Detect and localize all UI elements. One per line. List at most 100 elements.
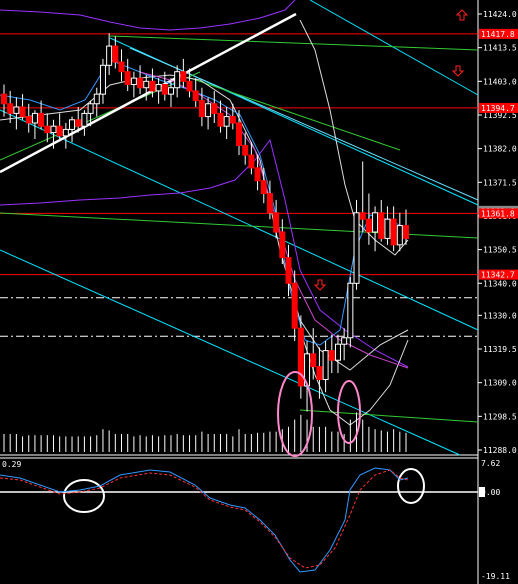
candle-body <box>124 71 131 86</box>
candle-body <box>396 225 403 246</box>
candle-body <box>137 77 144 89</box>
arrow-up-icon <box>455 9 469 21</box>
candle-body <box>81 112 88 127</box>
channel-line-green-1 <box>109 35 479 51</box>
candle-body <box>390 218 397 246</box>
price-axis-tick-label: 11371.5 <box>483 178 517 187</box>
candle-body <box>223 116 230 127</box>
candle-body <box>403 225 409 239</box>
price-axis-tick-label: 11392.5 <box>483 111 517 120</box>
indicator-zero-label: 0.00 <box>481 488 500 497</box>
candle-body <box>198 100 205 118</box>
candle-body <box>254 167 261 182</box>
price-axis: 11424.0 11413.5 11403.0 11392.5 11382.0 11371… <box>478 10 517 455</box>
candle-body <box>25 116 32 124</box>
candle-body <box>365 218 372 233</box>
candle-body <box>205 103 212 118</box>
candle-body <box>211 103 218 114</box>
indicator-zero-tag <box>479 487 485 497</box>
channel-line-cyan-5 <box>129 47 479 201</box>
candle-body <box>285 257 292 284</box>
candle-body <box>180 71 187 82</box>
horizontal-levels <box>0 33 478 337</box>
candle-body <box>378 212 385 239</box>
candle-body <box>353 212 360 284</box>
indicator-signal-line <box>0 469 409 569</box>
candle-body <box>186 80 193 92</box>
price-axis-tick-label: 11319.5 <box>483 345 517 354</box>
annotation-ellipse-volume-2 <box>337 380 361 444</box>
indicator-max-label: 7.62 <box>481 459 500 468</box>
candle-body <box>372 212 379 233</box>
price-axis-tick-label: 11350.5 <box>483 246 517 255</box>
annotation-ellipse-indicator-left <box>63 479 105 513</box>
candle-body <box>118 61 125 73</box>
band-upper-purple <box>0 0 296 31</box>
channel-line-cyan-1 <box>309 0 479 96</box>
candle-body <box>161 84 168 95</box>
candle-body <box>106 45 113 66</box>
band-lower-purple <box>0 138 409 368</box>
candle-body <box>155 84 162 92</box>
candle-body <box>130 77 137 86</box>
candle-body <box>322 350 329 380</box>
volume-bars <box>3 412 407 452</box>
candle-body <box>7 103 14 114</box>
ma-blue <box>0 59 409 346</box>
candle-body <box>174 71 181 89</box>
candle-body <box>316 366 323 380</box>
candle-body <box>273 212 280 233</box>
candle-body <box>69 119 76 130</box>
candles <box>1 33 409 412</box>
price-axis-tick-label: 11340.0 <box>483 279 517 288</box>
candle-body <box>248 154 255 169</box>
candle-body <box>87 103 94 114</box>
candle-body <box>62 128 69 137</box>
candle-body <box>149 80 156 92</box>
annotation-ellipse-indicator-right <box>397 468 425 504</box>
price-tag <box>479 102 518 113</box>
trendline-white[interactable] <box>0 12 297 174</box>
candle-body <box>44 125 51 134</box>
price-tag <box>479 28 518 39</box>
indicator-min-label: -19.11 <box>481 572 510 581</box>
candle-body <box>112 45 119 63</box>
candle-body <box>297 327 304 387</box>
candle-body <box>334 343 341 361</box>
price-axis-tick-label: 11330.0 <box>483 311 517 320</box>
candle-body <box>229 116 236 124</box>
candle-body <box>328 350 335 361</box>
candle-body <box>99 64 106 95</box>
candle-body <box>359 212 366 220</box>
price-axis-tick-label: 11403.0 <box>483 77 517 86</box>
candle-body <box>38 112 45 127</box>
candle-body <box>167 87 174 95</box>
annotation-ellipse-volume-1 <box>277 371 313 457</box>
price-axis-tick-label: 11382.0 <box>483 145 517 154</box>
candle-body <box>260 180 267 195</box>
price-axis-tick-label: 11288.0 <box>483 446 517 455</box>
price-tag <box>479 269 518 280</box>
candle-body <box>143 80 150 89</box>
candle-body <box>242 144 249 156</box>
candle-body <box>1 93 7 105</box>
candle-body <box>93 93 100 105</box>
candle-body <box>56 125 63 137</box>
price-tag-label: 11417.8 <box>481 30 515 39</box>
candle-body <box>19 106 26 118</box>
price-axis-tick-label: 11298.5 <box>483 412 517 421</box>
candle-body <box>217 112 224 127</box>
price-tag-label: 11394.7 <box>481 104 515 113</box>
arrow-down-icon <box>451 65 465 77</box>
channel-line-green-3 <box>299 409 479 423</box>
arrow-down-icon-mid <box>313 279 327 291</box>
candle-body <box>291 282 298 329</box>
price-axis-tick-label: 11309.0 <box>483 379 517 388</box>
price-tag-label: 11342.7 <box>481 271 515 280</box>
candle-body <box>192 90 199 102</box>
candle-body <box>341 337 348 345</box>
bollinger-mid-white <box>0 74 409 371</box>
